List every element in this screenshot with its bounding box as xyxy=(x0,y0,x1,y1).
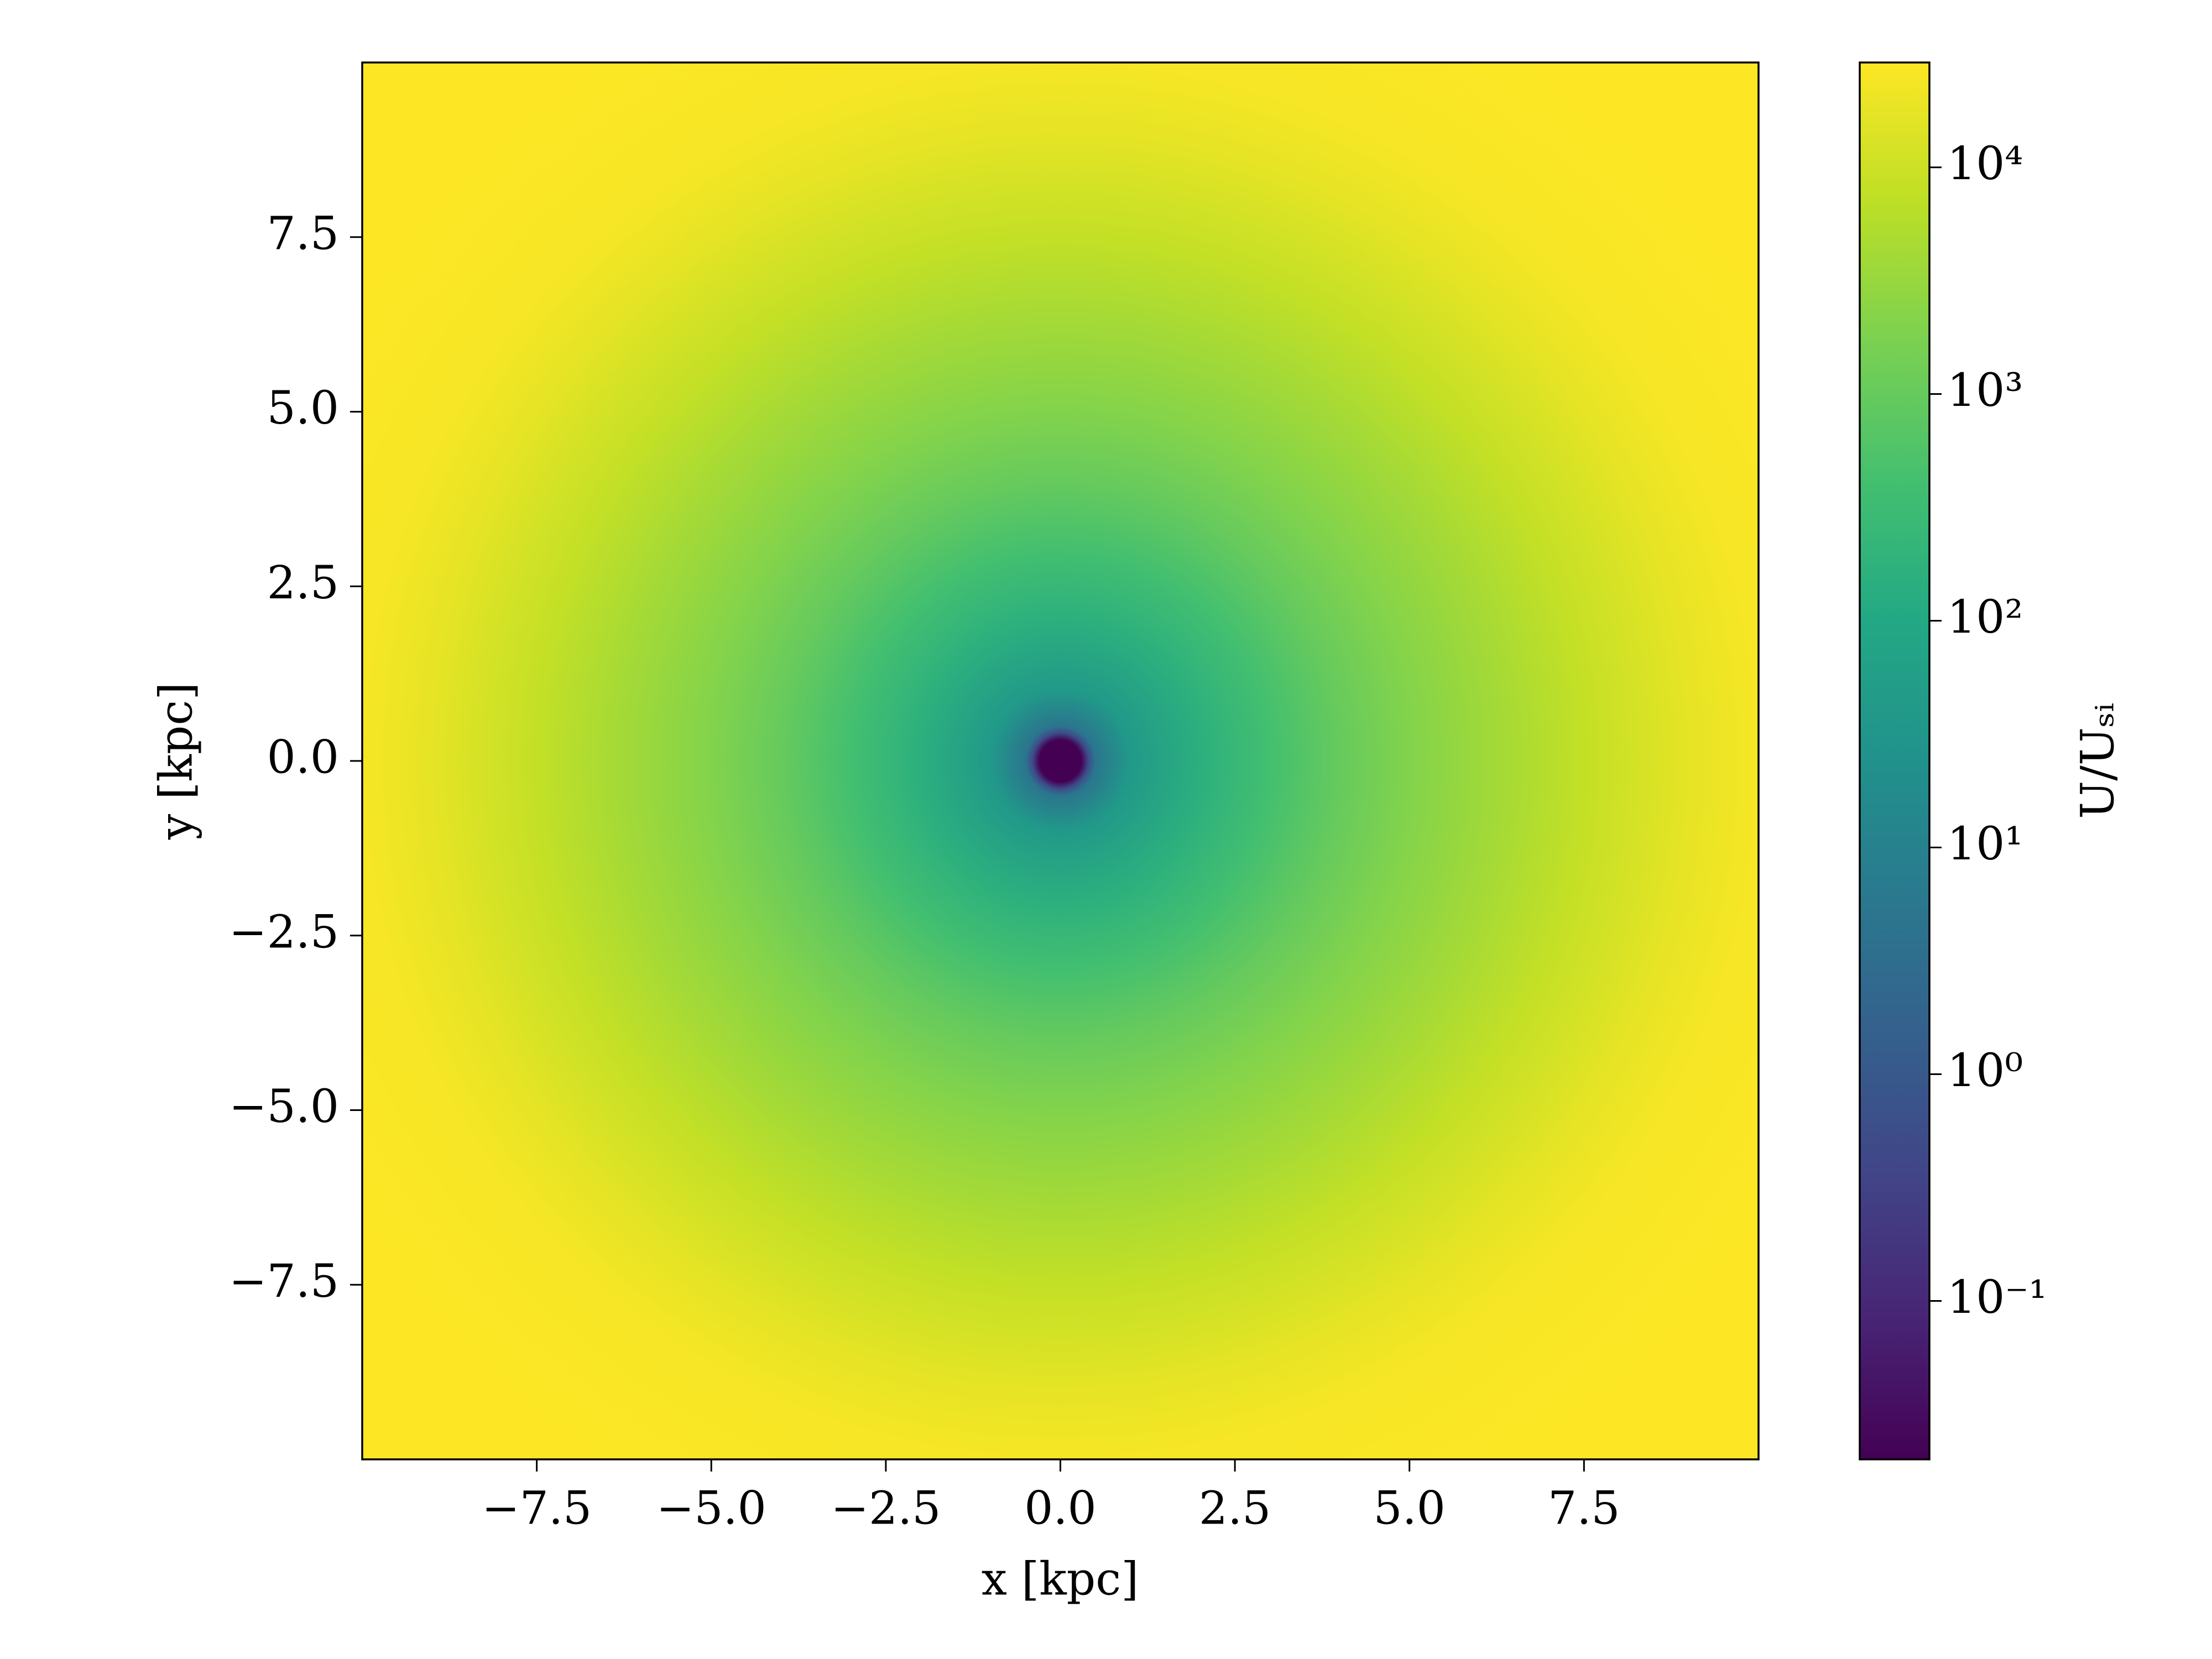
heatmap xyxy=(362,62,1759,1459)
x-tick-label: 5.0 xyxy=(1374,1483,1446,1535)
x-axis-label: x [kpc] xyxy=(982,1553,1139,1606)
y-tick-label: 0.0 xyxy=(267,732,339,784)
colorbar-tick-label: 10² xyxy=(1947,591,2023,644)
x-tick-label: −5.0 xyxy=(656,1483,766,1535)
colorbar-tick-label: 10¹ xyxy=(1947,818,2023,870)
x-tick-label: −7.5 xyxy=(482,1483,592,1535)
colorbar-label: U/Uₛᵢ xyxy=(2072,703,2125,819)
y-tick-label: 7.5 xyxy=(267,207,339,260)
x-tick-label: 0.0 xyxy=(1024,1483,1096,1535)
x-tick-label: 2.5 xyxy=(1199,1483,1271,1535)
y-tick-label: 2.5 xyxy=(267,557,339,609)
colorbar xyxy=(1860,62,1929,1459)
colorbar-tick-label: 10⁻¹ xyxy=(1947,1271,2047,1324)
y-tick-label: −2.5 xyxy=(229,906,339,958)
x-tick-label: −2.5 xyxy=(831,1483,941,1535)
colorbar-tick-label: 10⁴ xyxy=(1947,138,2023,190)
y-tick-label: 5.0 xyxy=(267,382,339,435)
x-tick-label: 7.5 xyxy=(1548,1483,1620,1535)
y-axis-label: y [kpc] xyxy=(150,682,203,840)
colorbar-tick-label: 10⁰ xyxy=(1947,1045,2023,1097)
colorbar-frame xyxy=(1859,61,1931,1460)
colorbar-tick-label: 10³ xyxy=(1947,364,2023,417)
y-tick-label: −5.0 xyxy=(229,1081,339,1133)
y-tick-label: −7.5 xyxy=(229,1255,339,1308)
